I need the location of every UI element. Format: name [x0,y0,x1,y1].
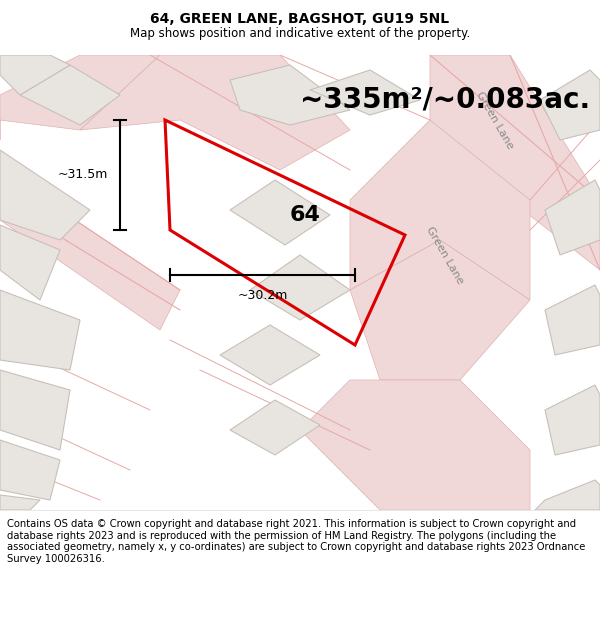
Polygon shape [350,120,530,300]
Polygon shape [20,65,120,125]
Text: Green Lane: Green Lane [425,224,466,286]
Text: ~335m²/~0.083ac.: ~335m²/~0.083ac. [300,86,590,114]
Polygon shape [230,65,350,125]
Polygon shape [230,180,330,245]
Polygon shape [535,480,600,510]
Polygon shape [540,70,600,140]
Polygon shape [0,55,70,95]
Text: 64: 64 [290,205,320,225]
Text: Green Lane: Green Lane [475,89,515,151]
Polygon shape [230,400,320,455]
Polygon shape [220,325,320,385]
Polygon shape [0,440,60,500]
Polygon shape [545,385,600,455]
Polygon shape [0,290,80,370]
Polygon shape [300,380,530,510]
Polygon shape [80,55,350,170]
Text: Contains OS data © Crown copyright and database right 2021. This information is : Contains OS data © Crown copyright and d… [7,519,586,564]
Polygon shape [0,55,160,140]
Polygon shape [0,150,90,240]
Polygon shape [250,255,350,320]
Text: Map shows position and indicative extent of the property.: Map shows position and indicative extent… [130,27,470,39]
Text: 64, GREEN LANE, BAGSHOT, GU19 5NL: 64, GREEN LANE, BAGSHOT, GU19 5NL [151,12,449,26]
Polygon shape [545,285,600,355]
Text: ~30.2m: ~30.2m [238,289,287,302]
Text: ~31.5m: ~31.5m [58,169,108,181]
Polygon shape [0,370,70,450]
Polygon shape [310,70,420,115]
Polygon shape [0,170,180,330]
Polygon shape [430,55,600,270]
Polygon shape [545,180,600,255]
Polygon shape [0,225,60,300]
Polygon shape [0,495,40,510]
Polygon shape [350,240,530,380]
